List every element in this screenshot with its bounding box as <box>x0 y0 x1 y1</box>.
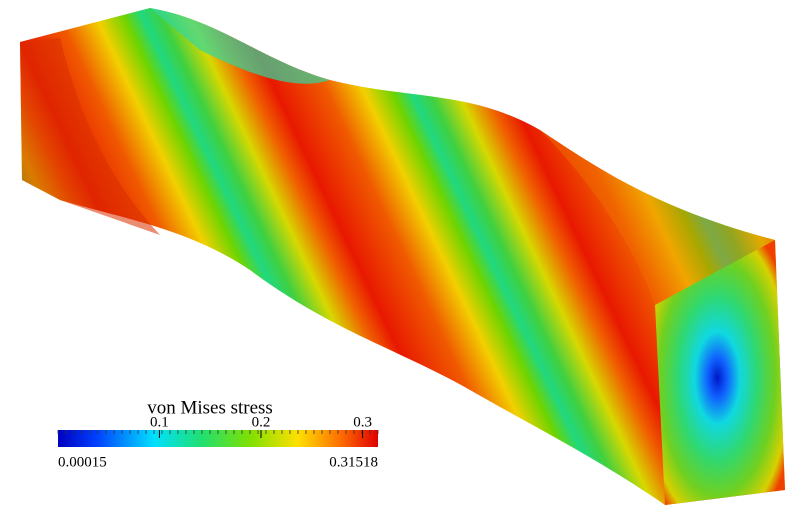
colorbar-min-label: 0.00015 <box>58 454 107 470</box>
colorbar-max-label: 0.31518 <box>329 454 378 470</box>
visualization: von Mises stress 0.00015 0.31518 0.10.20… <box>0 0 797 511</box>
tick-label: 0.1 <box>150 414 169 430</box>
tick-label: 0.3 <box>353 414 372 430</box>
tick-label: 0.2 <box>252 414 271 430</box>
